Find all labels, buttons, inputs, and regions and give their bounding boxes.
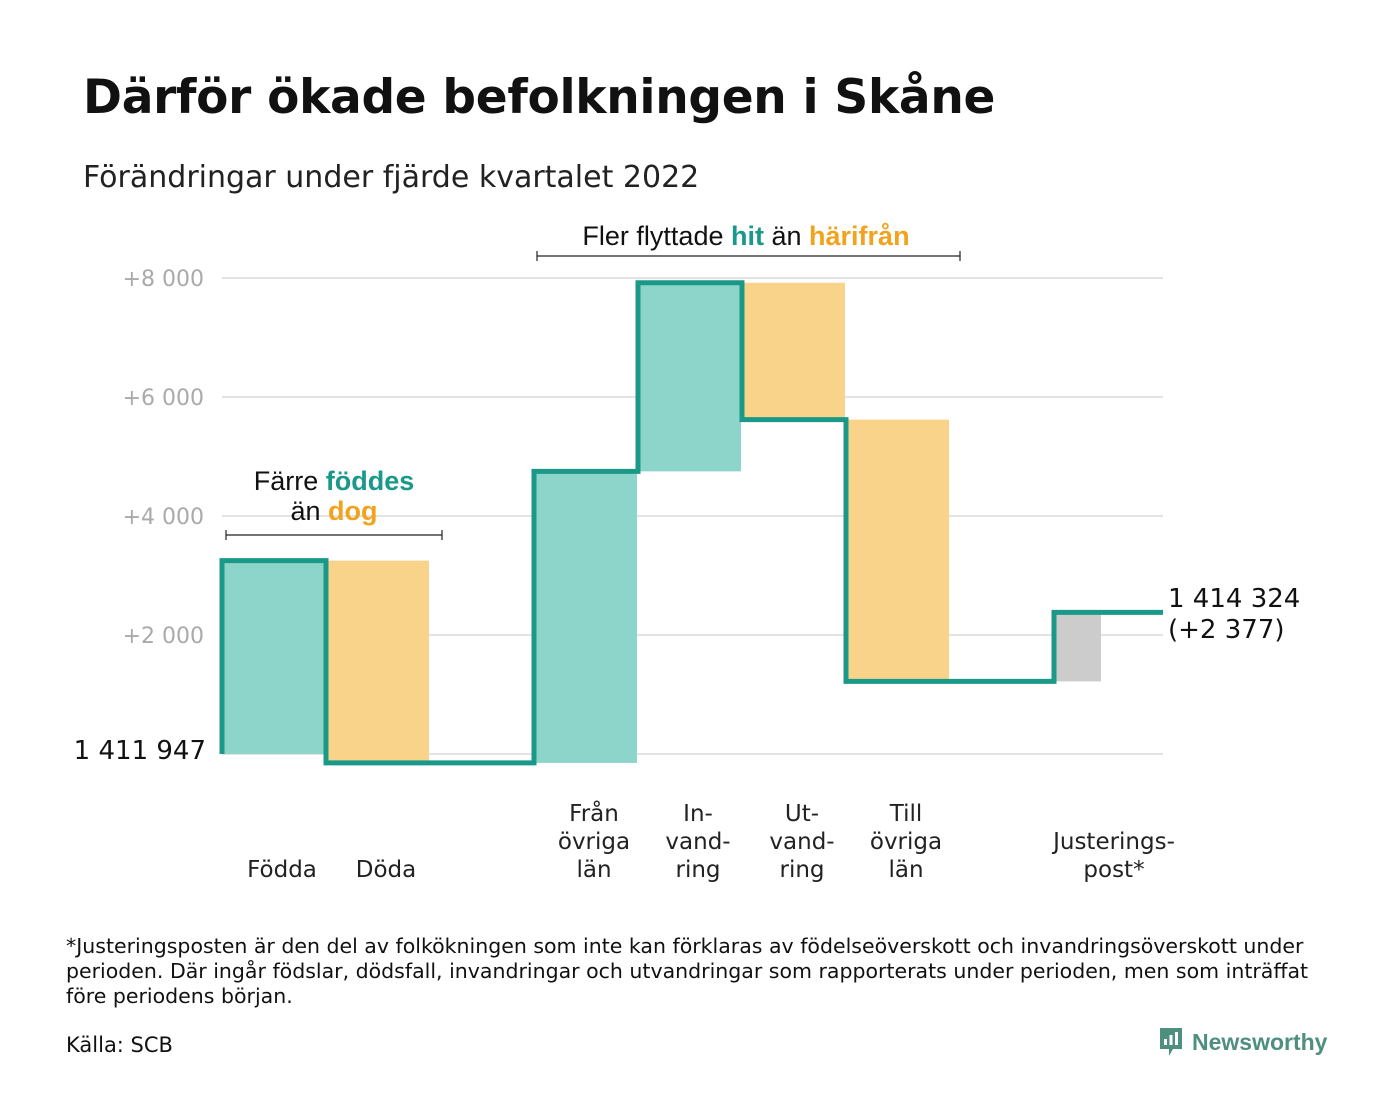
births-annotation: Färre föddes än dog [225, 466, 443, 540]
category-label: ring [675, 857, 720, 883]
source-label: Källa: SCB [66, 1033, 173, 1057]
y-tick-label: +6 000 [123, 386, 204, 411]
category-label: Från [569, 799, 619, 827]
migration-annotation-line: Fler flyttade hit än härifrån [582, 221, 909, 251]
bars [222, 282, 1101, 763]
category-label: Justerings- [1051, 829, 1175, 855]
births-annotation-line2: än dog [290, 496, 377, 526]
start-value-label: 1 411 947 [74, 736, 206, 766]
births-annotation-line1: Färre föddes [254, 466, 415, 496]
category-label: Födda [247, 857, 317, 883]
bar-2 [326, 560, 429, 763]
category-label: In- [683, 801, 713, 827]
bar-9 [1055, 612, 1101, 682]
migration-annotation-text: Fler flyttade [582, 221, 731, 251]
births-annotation-highlight: föddes [326, 466, 415, 496]
category-label: Ut- [785, 801, 819, 827]
category-label: övriga [870, 829, 942, 855]
migration-annotation: Fler flyttade hit än härifrån [536, 221, 961, 261]
y-tick-label: +2 000 [123, 624, 204, 649]
chart-title: Därför ökade befolkningen i Skåne [83, 70, 996, 125]
category-label: län [888, 857, 923, 883]
y-tick-label: +8 000 [123, 267, 204, 292]
y-tick-label: +4 000 [123, 505, 204, 530]
bar-5 [638, 282, 741, 472]
brand-name: Newsworthy [1192, 1028, 1328, 1055]
step-line [219, 280, 1163, 766]
bar-6 [742, 282, 845, 420]
category-label: övriga [558, 829, 630, 855]
category-label: Döda [356, 857, 416, 883]
migration-annotation-highlight-out: härifrån [809, 221, 910, 251]
end-value-label: 1 414 324 [1168, 584, 1300, 614]
bar-4 [534, 471, 637, 763]
category-label: vand- [769, 829, 834, 855]
footnote: *Justeringsposten är den del av folkökni… [66, 934, 1309, 1008]
category-label: vand- [665, 829, 730, 855]
category-label: post* [1083, 857, 1144, 883]
end-change-label: (+2 377) [1168, 615, 1285, 645]
category-label: län [576, 857, 611, 883]
migration-annotation-text2: än [764, 221, 809, 251]
chart-subtitle: Förändringar under fjärde kvartalet 2022 [83, 160, 700, 195]
births-annotation-text2: än [290, 496, 328, 526]
category-label: Till [889, 801, 923, 827]
bar-1 [222, 560, 325, 754]
y-axis-ticks: +2 000 +4 000 +6 000 +8 000 [123, 267, 204, 649]
category-labels: Födda DödaFrånövrigalänIn-vand-ringUt-van… [247, 799, 1175, 883]
category-label: ring [779, 857, 824, 883]
cumulative-step-line [219, 280, 1163, 766]
newsworthy-logo-icon [1160, 1028, 1182, 1056]
migration-annotation-highlight-in: hit [731, 221, 764, 251]
waterfall-chart: +2 000+4 000+6 000+8 000 Födda DödaFrånöv… [74, 221, 1301, 883]
brand-logo[interactable]: Newsworthy [1158, 1026, 1327, 1058]
births-annotation-text: Färre [254, 466, 326, 496]
deaths-annotation-highlight: dog [328, 496, 377, 526]
bar-7 [846, 419, 949, 682]
